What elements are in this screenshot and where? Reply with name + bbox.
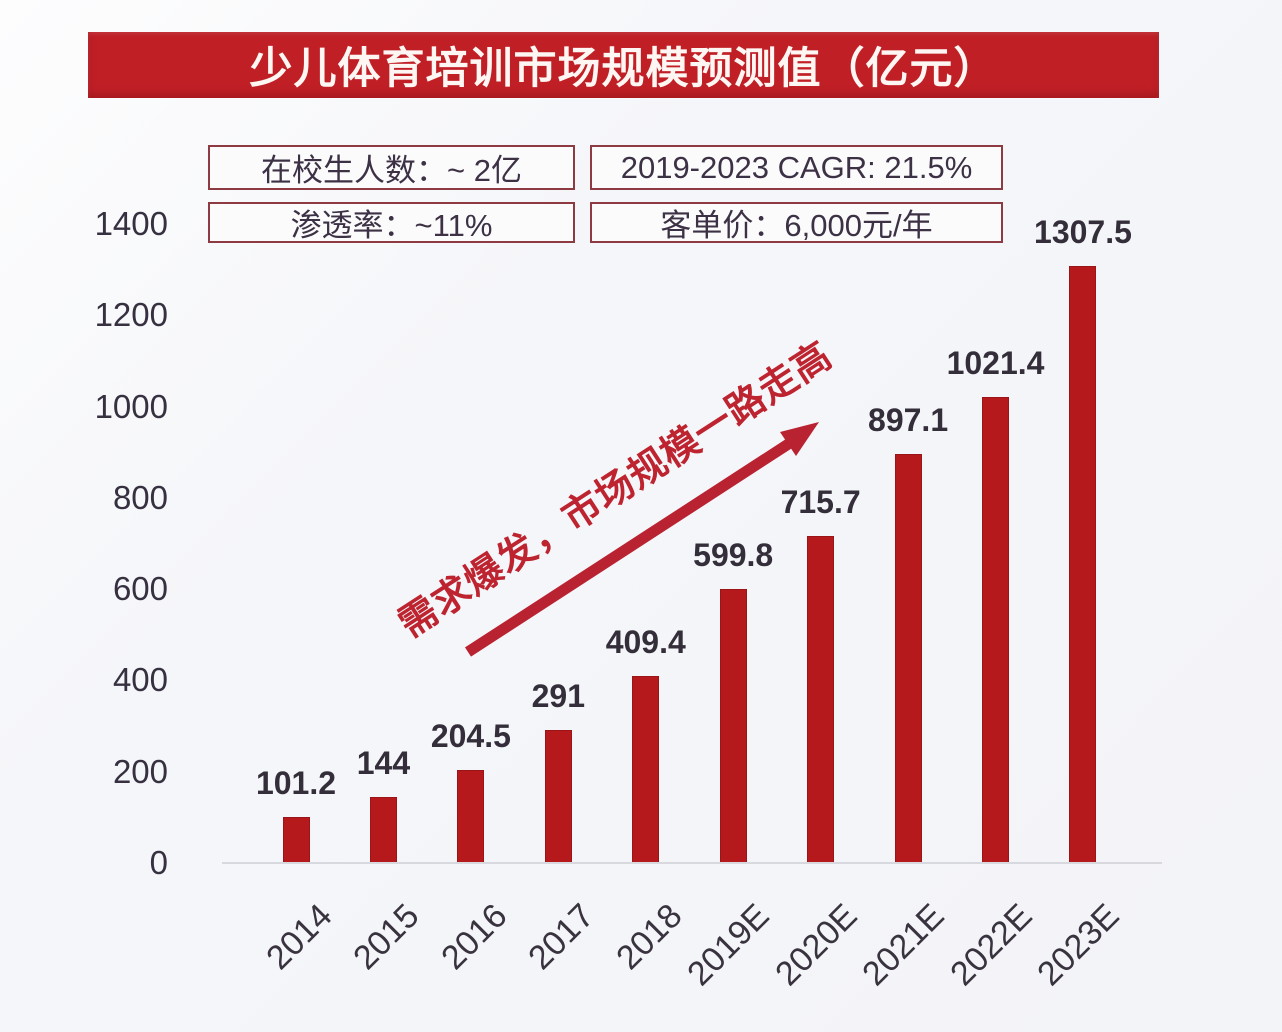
stat-box-penetration: 渗透率：~11% <box>208 202 575 243</box>
stat-box-price-label: 客单价：6,000元/年 <box>660 208 933 243</box>
bar-2023E <box>1069 266 1097 863</box>
bar-value-label-2020E: 715.7 <box>780 484 861 521</box>
bar-2017 <box>544 730 572 863</box>
bar-2020E <box>807 536 835 863</box>
stat-box-penetration-label: 渗透率：~11% <box>290 208 493 243</box>
bar-value-label-2018: 409.4 <box>605 624 686 661</box>
chart-title-banner: 少儿体育培训市场规模预测值（亿元） <box>88 32 1159 98</box>
y-tick-label-0: 0 <box>149 844 168 881</box>
bar-2015 <box>369 797 397 863</box>
stat-box-cagr: 2019-2023 CAGR: 21.5% <box>590 145 1003 190</box>
bar-2021E <box>894 453 922 863</box>
bar-value-label-2022E: 1021.4 <box>946 344 1045 381</box>
bar-value-label-2019E: 599.8 <box>693 537 774 574</box>
stat-box-price: 客单价：6,000元/年 <box>590 202 1003 243</box>
y-tick-label-1400: 1400 <box>94 205 168 242</box>
stat-box-students-label: 在校生人数：~ 2亿 <box>261 153 522 188</box>
bar-2018 <box>632 676 660 863</box>
bar-value-label-2023E: 1307.5 <box>1034 214 1132 251</box>
y-tick-label-200: 200 <box>112 752 168 790</box>
chart-title: 少儿体育培训市场规模预测值（亿元） <box>249 45 998 93</box>
y-tick-label-600: 600 <box>112 570 168 608</box>
stat-box-cagr-label: 2019-2023 CAGR: 21.5% <box>620 149 973 185</box>
bar-value-label-2017: 291 <box>531 678 585 715</box>
y-tick-label-800: 800 <box>112 478 168 516</box>
bar-2016 <box>457 769 485 863</box>
bar-value-label-2021E: 897.1 <box>868 401 949 438</box>
stat-box-students: 在校生人数：~ 2亿 <box>208 145 575 190</box>
y-tick-label-400: 400 <box>112 661 168 699</box>
bar-value-label-2015: 144 <box>356 745 411 782</box>
y-tick-label-1200: 1200 <box>94 296 168 334</box>
x-axis-line <box>222 862 1162 864</box>
bar-2022E <box>982 396 1010 863</box>
bar-value-label-2014: 101.2 <box>255 764 337 801</box>
bar-2014 <box>282 816 310 863</box>
bar-value-label-2016: 204.5 <box>430 717 511 754</box>
y-tick-label-1000: 1000 <box>94 387 168 425</box>
